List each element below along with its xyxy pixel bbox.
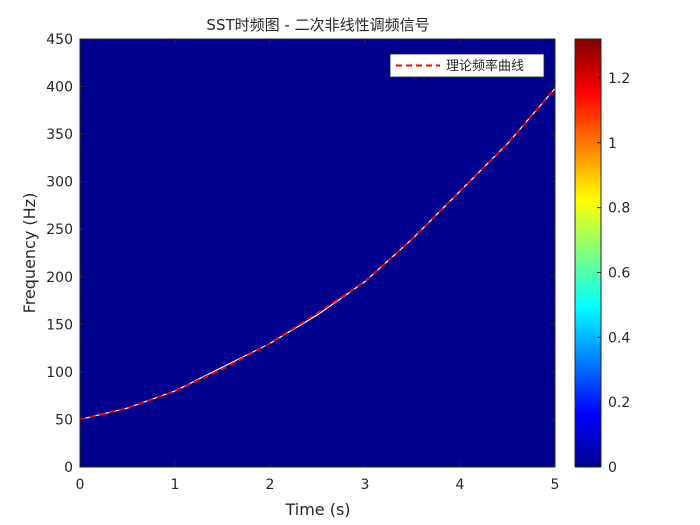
legend-box bbox=[389, 53, 545, 78]
y-axis-label: Frequency (Hz) bbox=[20, 193, 39, 314]
x-tick-label: 3 bbox=[361, 477, 370, 493]
legend-label: 理论频率曲线 bbox=[446, 58, 524, 74]
heatmap-area bbox=[80, 39, 555, 467]
series-layer bbox=[79, 87, 556, 421]
x-axis-ticks: 0 1 2 3 4 5 bbox=[76, 39, 560, 493]
x-tick-label: 4 bbox=[456, 477, 465, 493]
colorbar-tick-label: 0.6 bbox=[608, 265, 630, 281]
colorbar-tick-label: 0.8 bbox=[608, 201, 630, 217]
y-tick-label: 100 bbox=[46, 365, 73, 381]
y-axis-ticks: 0 50 100 150 200 250 300 350 400 450 bbox=[46, 32, 555, 476]
colorbar-tick-label: 0.2 bbox=[608, 395, 630, 411]
y-tick-label: 250 bbox=[46, 222, 73, 238]
colorbar-tick-label: 1 bbox=[608, 136, 617, 152]
y-tick-label: 400 bbox=[46, 80, 73, 96]
plot-frame bbox=[79, 38, 556, 468]
x-tick-label: 0 bbox=[76, 477, 85, 493]
x-tick-label: 1 bbox=[171, 477, 180, 493]
colorbar-tick-label: 0.4 bbox=[608, 330, 630, 346]
y-tick-label: 0 bbox=[64, 460, 73, 476]
y-tick-label: 50 bbox=[55, 412, 73, 428]
y-tick-label: 150 bbox=[46, 317, 73, 333]
y-tick-label: 200 bbox=[46, 270, 73, 286]
legend: 理论频率曲线 bbox=[389, 53, 545, 78]
x-axis-label: Time (s) bbox=[284, 500, 350, 519]
colorbar-tick-label: 0 bbox=[608, 460, 617, 476]
colorbar bbox=[574, 38, 602, 468]
x-tick-label: 2 bbox=[266, 477, 275, 493]
y-tick-label: 300 bbox=[46, 175, 73, 191]
y-tick-label: 350 bbox=[46, 127, 73, 143]
colorbar-ticks: 0 0.2 0.4 0.6 0.8 1 1.2 bbox=[597, 71, 630, 476]
series-line-theoretical bbox=[79, 87, 556, 421]
y-tick-label: 450 bbox=[46, 32, 73, 48]
chart-title: SST时频图 - 二次非线性调频信号 bbox=[206, 16, 429, 34]
x-tick-label: 5 bbox=[551, 477, 560, 493]
colorbar-tick-label: 1.2 bbox=[608, 71, 630, 87]
